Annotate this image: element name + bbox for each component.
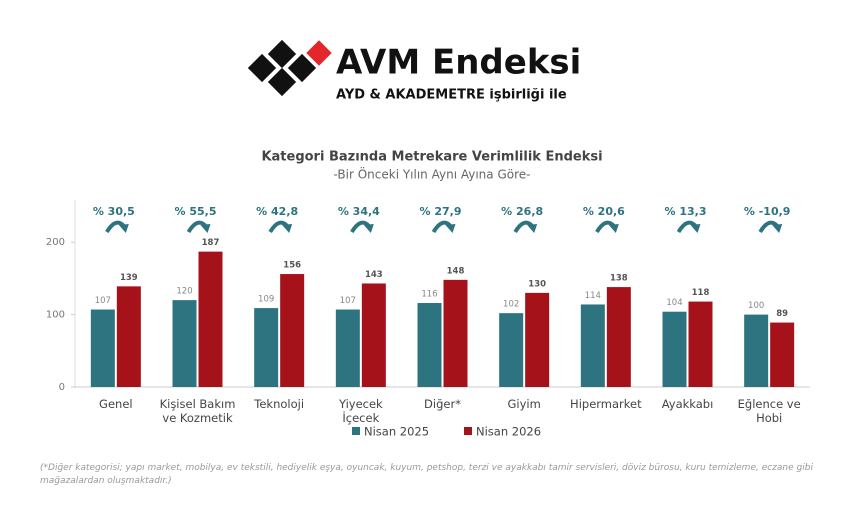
annotation: % 27,9 xyxy=(420,205,462,218)
annotation: % 42,8 xyxy=(256,205,298,218)
bar xyxy=(499,313,524,387)
x-tick-label: Eğlence ve Hobi xyxy=(737,397,801,425)
legend-swatch xyxy=(352,427,360,435)
bar xyxy=(662,311,687,387)
y-tick-label: 100 xyxy=(46,310,65,321)
value-label: 107 xyxy=(340,296,356,306)
x-tick-label: Genel xyxy=(99,397,133,411)
value-label: 104 xyxy=(666,298,682,308)
annotation: % 26,8 xyxy=(501,205,543,218)
x-tick-label: Diğer* xyxy=(424,397,461,411)
trend-arrow-head xyxy=(282,224,293,233)
trend-arrow-head xyxy=(527,224,538,233)
bar xyxy=(90,309,115,387)
annotation: % 34,4 xyxy=(338,205,380,218)
annotation: % -10,9 xyxy=(744,205,791,218)
value-label: 187 xyxy=(202,238,220,248)
value-label: 143 xyxy=(365,270,383,280)
x-tick-label: Teknoloji xyxy=(254,397,305,411)
annotation: % 30,5 xyxy=(93,205,135,218)
value-label: 118 xyxy=(692,288,710,298)
trend-arrow-head xyxy=(363,224,374,233)
value-label: 156 xyxy=(283,261,301,271)
value-label: 139 xyxy=(120,273,138,283)
chart-subtitle: -Bir Önceki Yılın Aynı Ayına Göre- xyxy=(334,166,531,182)
bar xyxy=(361,283,386,387)
value-label: 116 xyxy=(421,290,437,300)
x-tick-label: Kişisel Bakım ve Kozmetik xyxy=(159,397,236,425)
logo-subtitle: AYD & AKADEMETRE işbirliği ile xyxy=(336,88,567,103)
value-label: 148 xyxy=(447,266,465,276)
trend-arrow-head xyxy=(772,224,783,233)
value-label: 130 xyxy=(528,279,546,289)
bar xyxy=(580,304,605,387)
annotation: % 20,6 xyxy=(583,205,625,218)
value-label: 109 xyxy=(258,295,274,305)
bar xyxy=(280,274,305,387)
trend-arrow-head xyxy=(608,224,619,233)
value-label: 102 xyxy=(503,300,519,310)
bar xyxy=(198,251,223,387)
legend-swatch xyxy=(464,427,472,435)
y-tick-label: 200 xyxy=(46,237,65,248)
annotation: % 55,5 xyxy=(175,205,217,218)
value-label: 114 xyxy=(585,291,601,301)
annotation: % 13,3 xyxy=(665,205,707,218)
bar xyxy=(443,279,468,387)
x-tick-label: Ayakkabı xyxy=(661,397,714,411)
x-tick-label: Yiyecek İçecek xyxy=(338,397,383,425)
legend-label: Nisan 2026 xyxy=(476,425,541,439)
chart-title: Kategori Bazında Metrekare Verimlilik En… xyxy=(261,150,602,165)
bar xyxy=(417,303,442,387)
bar xyxy=(744,314,769,387)
x-tick-label: Hipermarket xyxy=(570,397,642,411)
bar xyxy=(116,286,141,387)
bar xyxy=(254,308,279,387)
y-tick-label: 0 xyxy=(59,382,65,393)
bar xyxy=(335,309,360,387)
trend-arrow-head xyxy=(118,224,129,233)
bar xyxy=(688,301,713,387)
value-label: 138 xyxy=(610,274,628,284)
value-label: 107 xyxy=(95,296,111,306)
bar xyxy=(525,292,550,387)
value-label: 100 xyxy=(748,301,764,311)
logo-title: AVM Endeksi xyxy=(336,43,581,83)
trend-arrow-head xyxy=(200,224,211,233)
value-label: 120 xyxy=(176,287,192,297)
legend-label: Nisan 2025 xyxy=(364,425,429,439)
trend-arrow-head xyxy=(690,224,701,233)
value-label: 89 xyxy=(776,309,788,319)
bar xyxy=(770,322,795,387)
logo-icon xyxy=(247,39,332,97)
bar xyxy=(606,287,631,387)
footnote: (*Diğer kategorisi; yapı market, mobilya… xyxy=(40,463,813,486)
trend-arrow-head xyxy=(445,224,456,233)
x-tick-label: Giyim xyxy=(507,397,541,411)
bar xyxy=(172,300,197,387)
